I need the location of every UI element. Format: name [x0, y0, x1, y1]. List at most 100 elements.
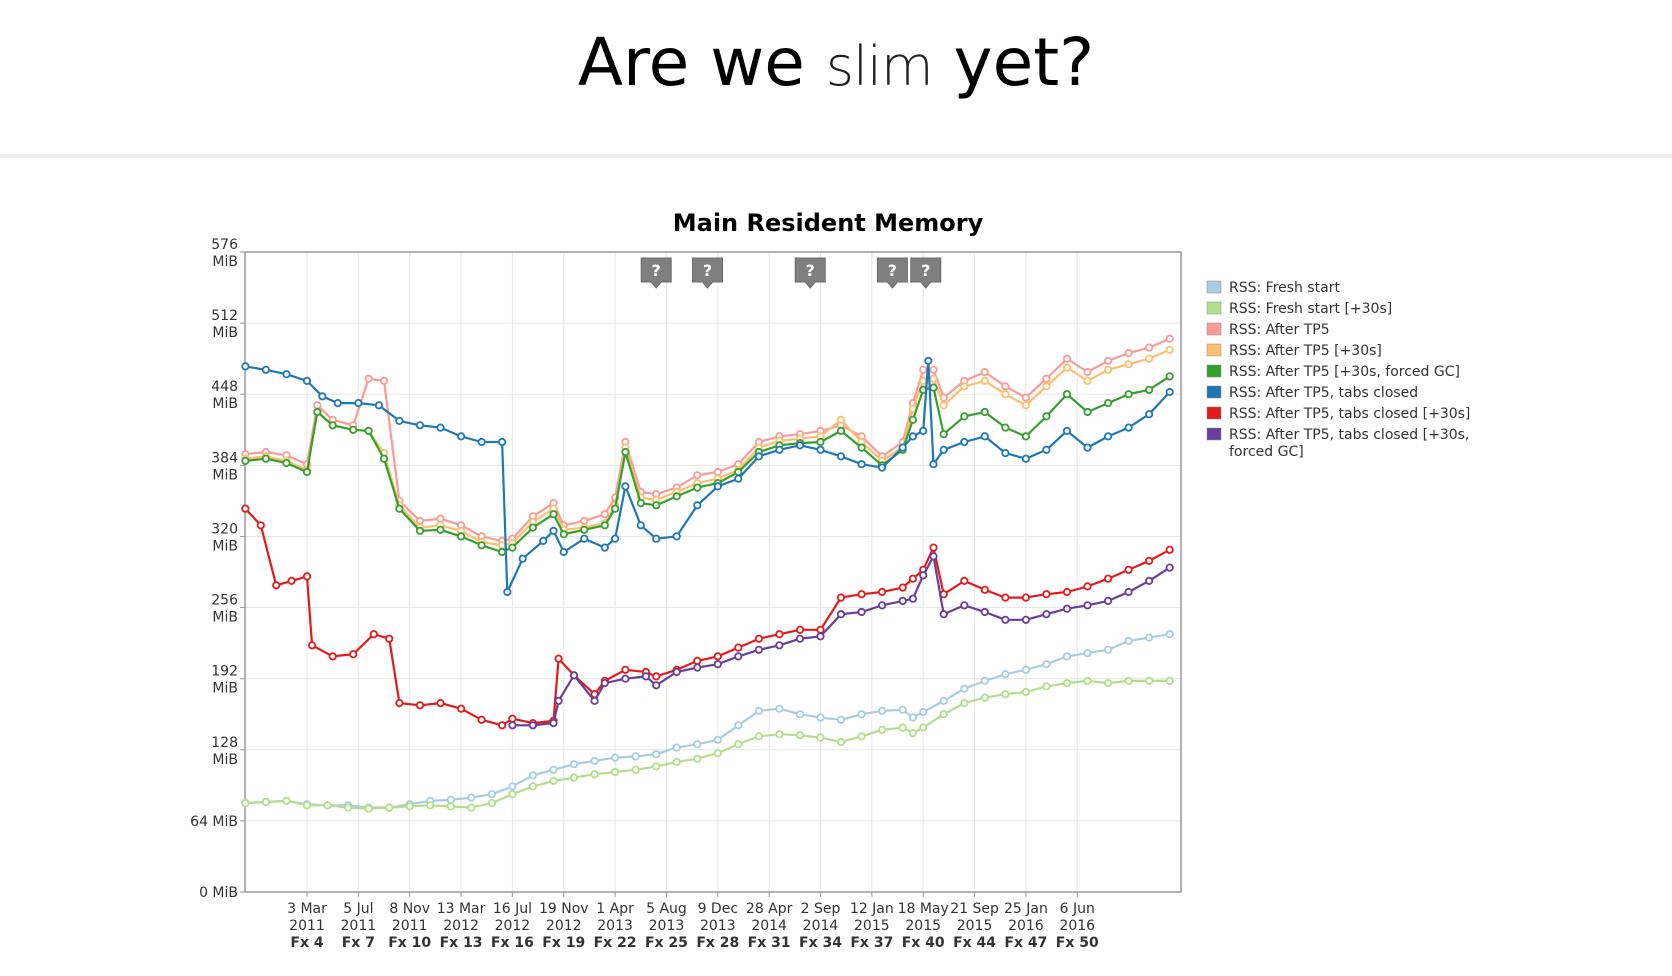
data-point [1104, 432, 1113, 441]
data-point [477, 715, 486, 724]
series-8 [508, 552, 1174, 730]
chart-title: Main Resident Memory [673, 209, 984, 237]
data-point [600, 510, 609, 519]
x-tick-release: Fx 4 [290, 935, 323, 951]
data-point [919, 365, 928, 374]
data-point [734, 643, 743, 652]
data-point [395, 698, 404, 708]
x-tick-release: Fx 10 [388, 935, 431, 951]
data-point [405, 802, 414, 811]
data-point [318, 392, 327, 401]
data-point [287, 576, 296, 586]
data-point [693, 663, 702, 672]
data-point [503, 587, 512, 597]
data-point [980, 693, 989, 702]
data-point [1001, 423, 1010, 432]
x-tick-release: Fx 7 [342, 935, 375, 951]
data-point [1083, 648, 1092, 658]
y-tick-label: 192 [211, 664, 238, 680]
x-tick-year: 2011 [341, 918, 377, 934]
data-point [1001, 382, 1010, 391]
data-point [415, 516, 425, 526]
data-point [1021, 393, 1031, 402]
x-tick-year: 2012 [546, 918, 582, 934]
y-tick-label: 320 [211, 521, 238, 537]
x-tick-release: Fx 44 [953, 935, 996, 951]
flag-label: ? [921, 261, 930, 280]
data-point [929, 543, 938, 552]
data-point [775, 641, 784, 650]
chart-grid [245, 251, 1181, 893]
memory-chart: Main Resident Memory ????? 0 MiB 64 MiB 12… [190, 209, 1470, 951]
data-point [877, 601, 887, 610]
data-point [549, 718, 558, 728]
data-point [693, 754, 702, 763]
x-tick-year: 2012 [443, 918, 479, 934]
legend-label: RSS: After TP5 [1229, 322, 1330, 338]
data-point [929, 383, 938, 392]
data-point [672, 757, 681, 767]
data-point [631, 765, 640, 774]
data-point [877, 725, 887, 734]
data-point [307, 641, 317, 650]
data-point [908, 594, 918, 603]
data-point [980, 585, 989, 594]
flag-label: ? [806, 261, 815, 280]
legend-item: RSS: After TP5, tabs closed [+30s,forced… [1206, 427, 1469, 460]
data-point [1145, 343, 1154, 352]
data-point [313, 401, 322, 410]
data-point [652, 672, 661, 681]
data-point [610, 504, 620, 513]
data-point [939, 445, 948, 454]
data-point [929, 552, 938, 561]
data-point [1104, 356, 1113, 365]
data-point [898, 705, 907, 714]
x-tick-release: Fx 28 [696, 935, 739, 951]
data-point [1062, 426, 1072, 435]
series-2 [241, 676, 1174, 813]
data-point [487, 798, 496, 808]
data-point [754, 645, 764, 654]
series-line [512, 555, 1171, 727]
series-line [245, 375, 1171, 554]
x-tick-date: 8 Nov [389, 901, 430, 917]
annotation-flag: ? [876, 257, 908, 289]
data-point [395, 416, 404, 425]
data-point [349, 650, 358, 659]
data-point [333, 398, 342, 408]
data-point [467, 793, 476, 802]
data-point [929, 365, 938, 374]
data-point [1104, 645, 1113, 654]
legend-label: RSS: After TP5, tabs closed [1229, 385, 1418, 401]
legend-swatch [1206, 427, 1222, 441]
data-point [487, 790, 496, 799]
data-point [580, 525, 589, 534]
data-point [385, 803, 394, 812]
data-point [415, 701, 425, 710]
y-tick-unit: MiB [212, 467, 238, 483]
data-point [636, 521, 645, 530]
data-point [1021, 593, 1031, 602]
x-tick-release: Fx 13 [440, 935, 483, 951]
data-point [302, 467, 312, 477]
plot-area [244, 251, 1182, 893]
data-point [241, 504, 250, 513]
legend-swatch [1206, 280, 1222, 294]
legend-label: RSS: After TP5 [+30s, forced GC] [1229, 364, 1460, 380]
data-point [1124, 636, 1133, 646]
data-point [919, 376, 928, 385]
data-point [1042, 660, 1051, 669]
x-tick-date: 19 Nov [539, 901, 589, 917]
data-point [713, 660, 722, 669]
data-point [343, 803, 353, 812]
data-point [857, 732, 866, 741]
data-point [379, 376, 389, 385]
data-point [436, 514, 445, 523]
data-point [1165, 345, 1174, 354]
data-point [395, 504, 404, 513]
data-point [456, 432, 466, 441]
flag-shape [640, 257, 672, 289]
data-point [1083, 582, 1092, 591]
data-point [693, 740, 702, 749]
